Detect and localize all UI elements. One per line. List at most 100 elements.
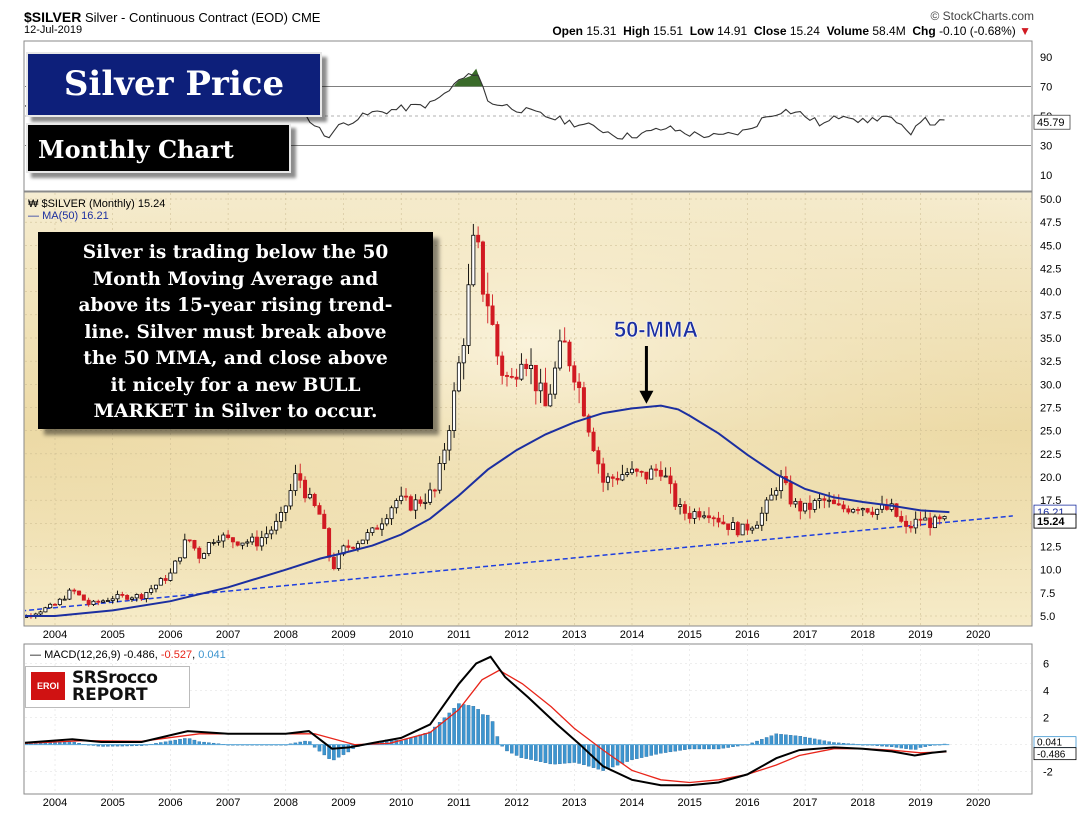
- macd-tick-label: 2: [1043, 713, 1049, 725]
- candle-body: [687, 512, 692, 519]
- price-x-tick-label: 2017: [793, 629, 817, 641]
- price-tick-label: 50.0: [1040, 194, 1061, 206]
- candle-body: [716, 517, 721, 523]
- macd-histogram-bar: [596, 744, 601, 770]
- macd-legend-dash: —: [30, 649, 44, 661]
- price-legend-text: $SILVER (Monthly) 15.24: [41, 198, 165, 210]
- candle-body: [245, 541, 250, 544]
- open-value: 15.31: [586, 24, 617, 38]
- macd-histogram-bar: [418, 734, 423, 745]
- macd-x-tick-label: 2007: [216, 797, 240, 809]
- candle-body: [182, 539, 187, 559]
- candle-body: [740, 523, 745, 536]
- macd-histogram-bar: [904, 744, 908, 749]
- candle-body: [322, 513, 327, 529]
- down-arrow-icon: ▼: [1019, 24, 1031, 38]
- title-banner: Silver Price: [26, 52, 322, 117]
- price-x-tick-label: 2005: [100, 629, 124, 641]
- candle-body: [86, 599, 91, 605]
- candle-body: [307, 493, 312, 499]
- subtitle-banner: Monthly Chart: [26, 123, 291, 173]
- macd-histogram-bar: [481, 714, 485, 745]
- candle-body: [53, 603, 58, 606]
- candle-body: [937, 516, 942, 520]
- callout-arrow-head: [639, 390, 654, 404]
- macd-histogram-bar: [899, 744, 904, 749]
- candle-body: [495, 324, 500, 357]
- candle-body: [120, 594, 125, 596]
- price-x-tick-label: 2011: [447, 629, 471, 641]
- candle-body: [524, 363, 529, 370]
- eroi-badge: EROI: [31, 672, 65, 700]
- macd-histogram-bar: [495, 736, 500, 745]
- candle-body: [764, 499, 769, 514]
- candle-body: [678, 504, 683, 507]
- macd-histogram-bar: [812, 738, 817, 745]
- candle-body: [529, 364, 534, 370]
- macd-tick-label: 4: [1043, 686, 1049, 698]
- macd-series: [25, 655, 950, 787]
- candle-body: [865, 508, 870, 513]
- candle-body: [908, 525, 913, 529]
- logo-line-2: REPORT: [72, 685, 148, 705]
- commentary-line: MARKET in Silver to occur.: [93, 401, 378, 422]
- candle-body: [721, 521, 726, 525]
- macd-legend: — MACD(12,26,9) -0.486, -0.527, 0.041: [30, 649, 226, 661]
- macd-histogram-bar: [808, 737, 812, 745]
- macd-histogram-bar: [784, 734, 788, 745]
- candle-body: [153, 584, 158, 590]
- candle-body: [644, 471, 649, 480]
- macd-histogram-bar: [322, 744, 327, 756]
- macd-axis: 6420-20.041-0.486: [1033, 659, 1077, 779]
- macd-histogram-bar: [553, 744, 557, 765]
- candle-body: [125, 594, 130, 600]
- macd-x-tick-label: 2015: [677, 797, 701, 809]
- macd-histogram-bar: [332, 744, 336, 761]
- macd-histogram-bar: [192, 739, 197, 745]
- macd-histogram-bar: [687, 744, 692, 750]
- macd-histogram-bar: [639, 744, 644, 758]
- candle-body: [755, 524, 760, 529]
- macd-histogram-bar: [586, 744, 591, 767]
- candle-body: [567, 341, 572, 367]
- candle-body: [115, 594, 120, 600]
- macd-histogram-bar: [755, 740, 759, 745]
- candle-body: [769, 494, 774, 501]
- macd-histogram-bar: [572, 744, 577, 763]
- candle-body: [500, 355, 505, 376]
- macd-x-tick-label: 2005: [100, 797, 124, 809]
- price-axis: 50.0 47.5 45.0 42.5 40.0 37.5 35.0 32.5 30.0 27.5…: [1033, 194, 1077, 623]
- macd-histogram-bar: [534, 744, 538, 761]
- price-x-tick-label: 2014: [620, 629, 644, 641]
- macd-histogram-bar: [476, 709, 480, 745]
- price-x-tick-label: 2009: [331, 629, 355, 641]
- commentary-line: Silver is trading below the 50: [82, 242, 389, 263]
- candle-body: [418, 499, 423, 504]
- macd-histogram-bar: [519, 744, 524, 758]
- candle-body: [211, 541, 216, 544]
- candle-body: [557, 340, 562, 369]
- candle-body: [283, 505, 288, 513]
- candle-body: [668, 475, 673, 485]
- price-tick-label: 35.0: [1040, 333, 1061, 345]
- macd-histogram-bar: [668, 744, 673, 753]
- macd-histogram-bar: [471, 706, 476, 745]
- candle-body: [538, 382, 543, 392]
- macd-histogram-bar: [461, 704, 466, 745]
- close-label: Close: [753, 24, 787, 38]
- candle-body: [851, 509, 856, 513]
- candle-body: [10, 618, 13, 620]
- candle-body: [336, 553, 341, 569]
- callout-arrow-icon: [639, 346, 654, 404]
- macd-histogram-bar: [538, 744, 543, 762]
- macd-histogram-bar: [630, 744, 634, 760]
- candle-body: [514, 376, 519, 380]
- candle-body: [509, 375, 514, 378]
- candle-body: [812, 500, 817, 510]
- price-x-tick-label: 2019: [908, 629, 932, 641]
- price-series: [10, 223, 1013, 620]
- candle-body: [375, 527, 380, 530]
- macd-x-tick-label: 2019: [908, 797, 932, 809]
- macd-histogram-bar: [764, 737, 769, 745]
- candle-body: [317, 505, 322, 515]
